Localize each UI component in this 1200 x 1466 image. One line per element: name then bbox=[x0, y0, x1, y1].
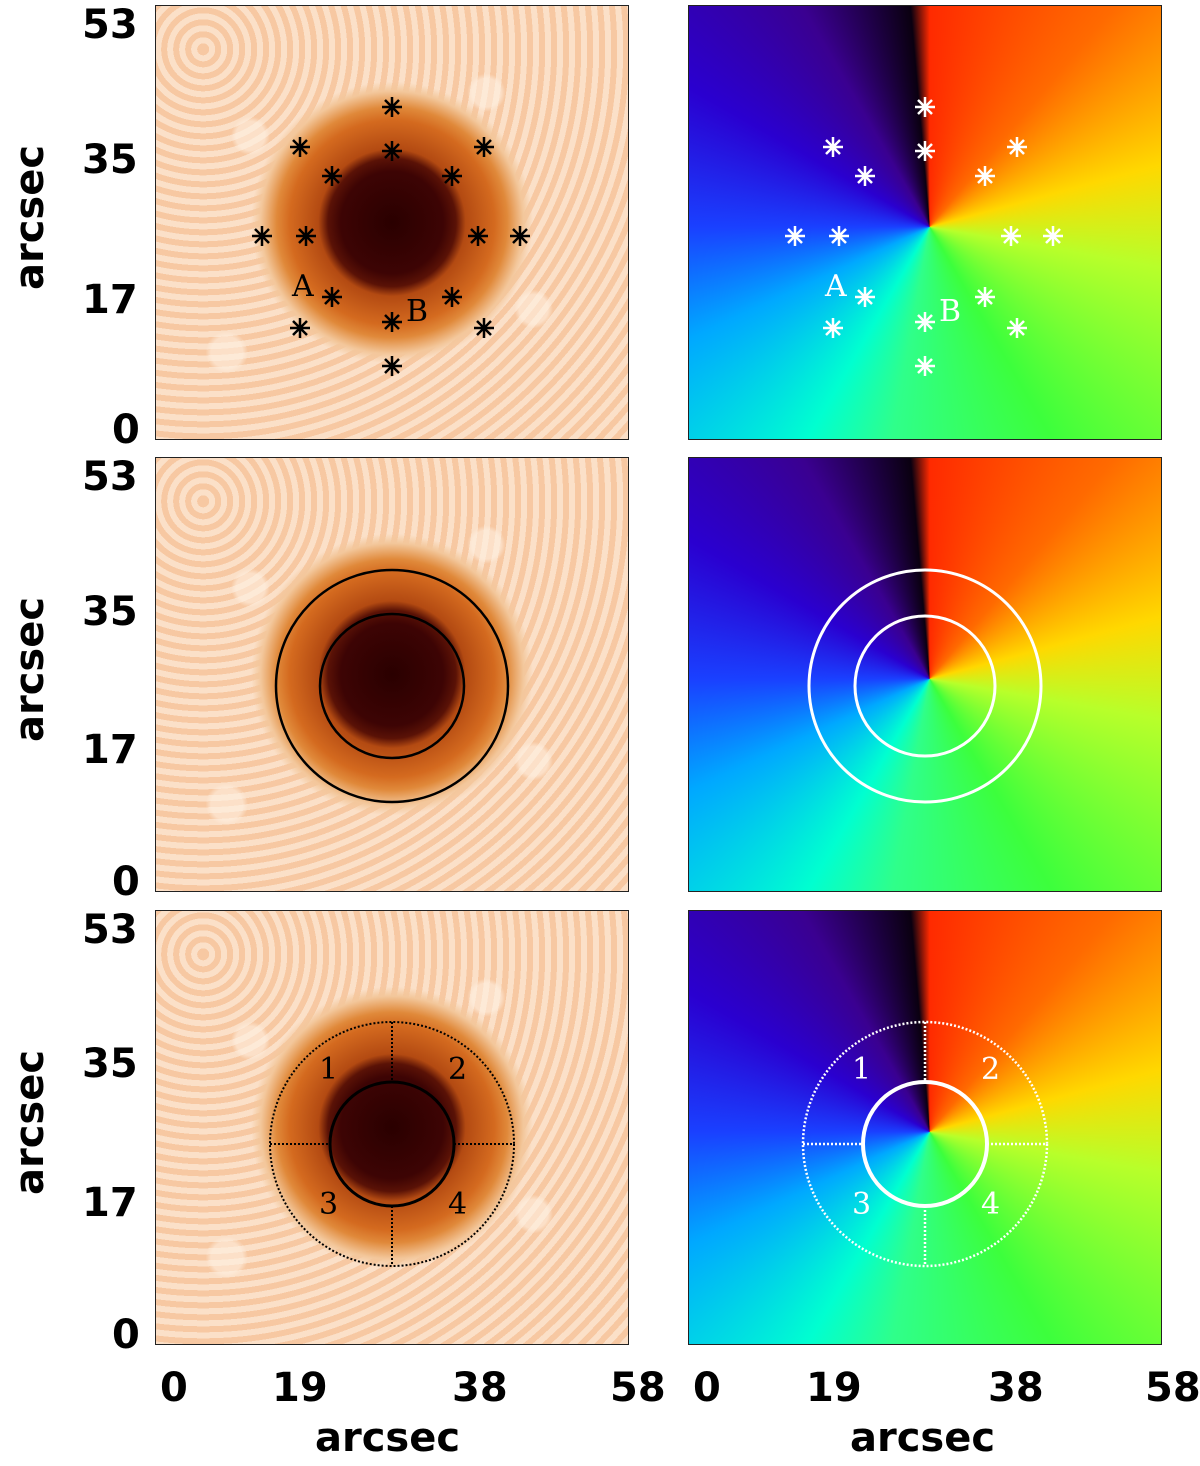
quadrant-overlay-dark: 1 2 3 4 bbox=[269, 1021, 515, 1267]
velocity-map-quadrants: 1 2 3 4 bbox=[688, 910, 1162, 1345]
y-tick-row1-0: 0 bbox=[112, 407, 140, 453]
asterisk-marker bbox=[1001, 226, 1021, 246]
x-axis-label-right: arcsec bbox=[850, 1415, 996, 1461]
marker-label-a: A bbox=[291, 269, 314, 304]
intensity-map-markers: A B bbox=[155, 5, 629, 440]
y-tick-row1-35: 35 bbox=[82, 137, 138, 183]
quadrant-label-2: 2 bbox=[981, 1052, 1000, 1087]
asterisk-marker bbox=[510, 226, 530, 246]
x-axis-label-left: arcsec bbox=[315, 1415, 461, 1461]
outer-ring bbox=[801, 1020, 1049, 1268]
asterisk-marker bbox=[1007, 137, 1027, 157]
marker-label-b: B bbox=[939, 294, 961, 329]
asterisk-marker bbox=[382, 356, 402, 376]
quadrant-label-1: 1 bbox=[852, 1052, 871, 1087]
y-axis-label-middle: arcsec bbox=[7, 596, 53, 742]
asterisk-marker bbox=[1043, 226, 1063, 246]
inner-ring bbox=[853, 614, 997, 758]
y-tick-row3-53: 53 bbox=[82, 907, 138, 953]
asterisk-marker bbox=[252, 226, 272, 246]
y-tick-row2-53: 53 bbox=[82, 454, 138, 500]
asterisk-marker bbox=[382, 97, 402, 117]
asterisk-marker bbox=[474, 318, 494, 338]
asterisk-marker bbox=[468, 226, 488, 246]
asterisk-marker bbox=[382, 141, 402, 161]
inner-ring bbox=[318, 612, 466, 760]
ring-overlay-dark bbox=[274, 568, 510, 804]
y-axis-label-top: arcsec bbox=[7, 144, 53, 290]
asterisk-marker bbox=[1007, 318, 1027, 338]
quadrant-label-2: 2 bbox=[448, 1052, 467, 1087]
quadrant-label-1: 1 bbox=[319, 1052, 338, 1087]
y-tick-row1-53: 53 bbox=[82, 2, 138, 48]
asterisk-marker bbox=[975, 287, 995, 307]
asterisk-marker bbox=[290, 137, 310, 157]
y-tick-row3-35: 35 bbox=[82, 1041, 138, 1087]
quadrant-label-4: 4 bbox=[448, 1187, 467, 1222]
x-tick-left-19: 19 bbox=[272, 1365, 328, 1411]
quadrant-label-3: 3 bbox=[852, 1187, 871, 1222]
asterisk-marker bbox=[915, 312, 935, 332]
asterisk-marker bbox=[290, 318, 310, 338]
intensity-map-rings bbox=[155, 457, 629, 892]
marker-overlay-dark: A B bbox=[252, 97, 530, 376]
y-tick-row3-0: 0 bbox=[112, 1312, 140, 1358]
asterisk-marker bbox=[915, 141, 935, 161]
asterisk-marker bbox=[855, 287, 875, 307]
y-axis-label-bottom: arcsec bbox=[7, 1049, 53, 1195]
intensity-map-quadrants: 1 2 3 4 bbox=[155, 910, 629, 1345]
marker-overlay-light: A B bbox=[785, 97, 1063, 376]
asterisk-marker bbox=[829, 226, 849, 246]
ring-overlay-light bbox=[807, 568, 1043, 804]
y-tick-row2-35: 35 bbox=[82, 589, 138, 635]
inner-ring bbox=[861, 1080, 989, 1208]
y-tick-row2-17: 17 bbox=[82, 727, 138, 773]
x-tick-right-58: 58 bbox=[1145, 1365, 1200, 1411]
quadrant-label-4: 4 bbox=[981, 1187, 1000, 1222]
quadrant-overlay-light: 1 2 3 4 bbox=[801, 1020, 1049, 1268]
x-tick-right-0: 0 bbox=[693, 1365, 721, 1411]
asterisk-marker bbox=[855, 166, 875, 186]
quadrant-label-3: 3 bbox=[319, 1187, 338, 1222]
asterisk-marker bbox=[474, 137, 494, 157]
asterisk-marker bbox=[442, 287, 462, 307]
y-tick-row3-17: 17 bbox=[82, 1180, 138, 1226]
asterisk-marker bbox=[823, 137, 843, 157]
asterisk-marker bbox=[442, 166, 462, 186]
velocity-map-rings bbox=[688, 457, 1162, 892]
y-tick-row2-0: 0 bbox=[112, 859, 140, 905]
asterisk-marker bbox=[915, 356, 935, 376]
velocity-map-markers: A B bbox=[688, 5, 1162, 440]
x-tick-left-58: 58 bbox=[610, 1365, 666, 1411]
asterisk-marker bbox=[322, 287, 342, 307]
marker-label-a: A bbox=[824, 269, 847, 304]
x-tick-right-38: 38 bbox=[988, 1365, 1044, 1411]
asterisk-marker bbox=[915, 97, 935, 117]
outer-ring bbox=[807, 568, 1043, 804]
asterisk-marker bbox=[296, 226, 316, 246]
asterisk-marker bbox=[823, 318, 843, 338]
asterisk-marker bbox=[975, 166, 995, 186]
marker-label-b: B bbox=[406, 294, 428, 329]
outer-ring bbox=[274, 568, 510, 804]
x-tick-right-19: 19 bbox=[806, 1365, 862, 1411]
x-tick-left-0: 0 bbox=[160, 1365, 188, 1411]
outer-ring bbox=[269, 1021, 515, 1267]
asterisk-marker bbox=[785, 226, 805, 246]
inner-ring bbox=[328, 1080, 456, 1208]
x-tick-left-38: 38 bbox=[452, 1365, 508, 1411]
asterisk-marker bbox=[382, 312, 402, 332]
asterisk-marker bbox=[322, 166, 342, 186]
y-tick-row1-17: 17 bbox=[82, 277, 138, 323]
